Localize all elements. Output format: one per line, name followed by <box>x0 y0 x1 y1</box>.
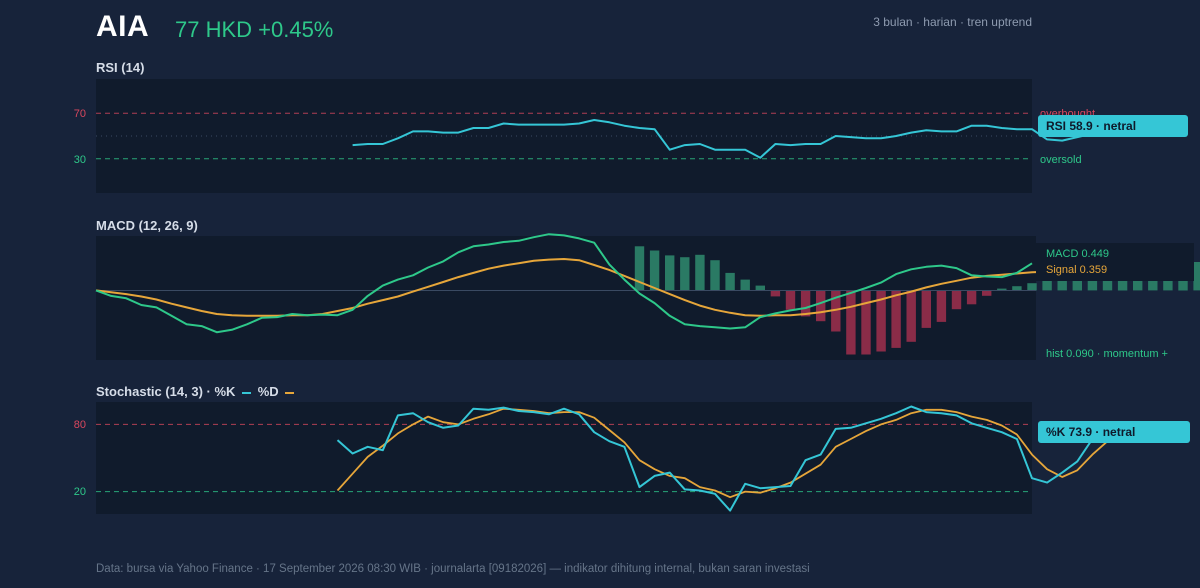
stoch-tick-20: 20 <box>74 486 86 498</box>
macd-hist-bar <box>740 279 750 291</box>
macd-hist-bar <box>695 254 705 291</box>
macd-hist-bar <box>1057 273 1067 291</box>
stoch-k-line <box>336 405 1108 512</box>
macd-hist-bar <box>1012 286 1022 291</box>
macd-hist-bar <box>816 290 826 322</box>
d-legend-label: %D <box>257 384 279 399</box>
macd-hist-bar <box>997 288 1007 291</box>
macd-hist-bar <box>800 290 811 317</box>
price-change: 77 HKD +0.45% <box>175 17 334 42</box>
macd-hist-bar <box>649 250 660 291</box>
macd-hist-bar <box>770 290 781 297</box>
chart-meta: 3 bulan · harian · tren uptrend <box>873 15 1032 29</box>
stoch-badge-label: %K 73.9 · netral <box>1046 425 1136 439</box>
rsi-tick-30: 30 <box>74 154 86 166</box>
macd-hist-bar <box>1042 278 1052 291</box>
macd-hist-bar <box>861 290 871 355</box>
macd-hist-bar <box>680 257 690 291</box>
macd-hist-bar <box>921 290 931 328</box>
macd-legend-signal: Signal 0.359 <box>1046 264 1108 276</box>
macd-legend-macd: MACD 0.449 <box>1046 248 1109 260</box>
macd-hist-bar <box>906 290 916 342</box>
d-legend-swatch <box>285 391 295 394</box>
stoch-title-row: Stochastic (14, 3) · %K %D <box>96 384 295 399</box>
rsi-badge: RSI 58.9 · netral <box>1038 115 1188 137</box>
k-legend-swatch <box>242 391 252 394</box>
rsi-series-line <box>352 119 1123 159</box>
macd-hist-bar <box>785 290 796 310</box>
macd-line <box>95 233 1033 334</box>
stoch-badge: %K 73.9 · netral <box>1038 421 1190 443</box>
macd-hist-bar <box>982 290 992 296</box>
macd-legend: MACD 0.449 Signal 0.359 <box>1036 243 1194 281</box>
macd-hist-bar <box>846 290 856 355</box>
macd-hist-note: hist 0.090 · momentum + <box>1046 348 1168 360</box>
footer-source: Data: bursa via Yahoo Finance · 17 Septe… <box>96 563 810 575</box>
macd-hist-bar <box>634 246 645 291</box>
macd-hist-bar <box>951 290 962 310</box>
oversold-label: oversold <box>1040 154 1082 166</box>
rsi-title: RSI (14) <box>96 60 145 75</box>
macd-hist-bar <box>876 290 886 352</box>
macd-hist-bar <box>966 290 977 305</box>
macd-hist-bar <box>1193 262 1200 291</box>
macd-hist-bar <box>725 272 735 291</box>
stoch-title: Stochastic (14, 3) · %K <box>96 384 236 399</box>
macd-signal-line <box>95 258 1093 317</box>
stoch-tick-80: 80 <box>74 419 86 431</box>
macd-hist-bar <box>755 285 765 291</box>
rsi-tick-70: 70 <box>74 108 86 120</box>
ticker-symbol: AIA <box>96 10 150 43</box>
macd-hist-bar <box>831 290 841 332</box>
stoch-d-line <box>336 407 1109 499</box>
macd-hist-bar <box>665 255 675 291</box>
rsi-badge-label: RSI 58.9 · netral <box>1046 119 1137 133</box>
macd-hist-bar <box>1027 283 1037 291</box>
macd-hist-bar <box>936 290 947 322</box>
macd-hist-bar <box>891 290 901 348</box>
macd-hist-bar <box>710 260 720 291</box>
macd-title: MACD (12, 26, 9) <box>96 218 198 233</box>
